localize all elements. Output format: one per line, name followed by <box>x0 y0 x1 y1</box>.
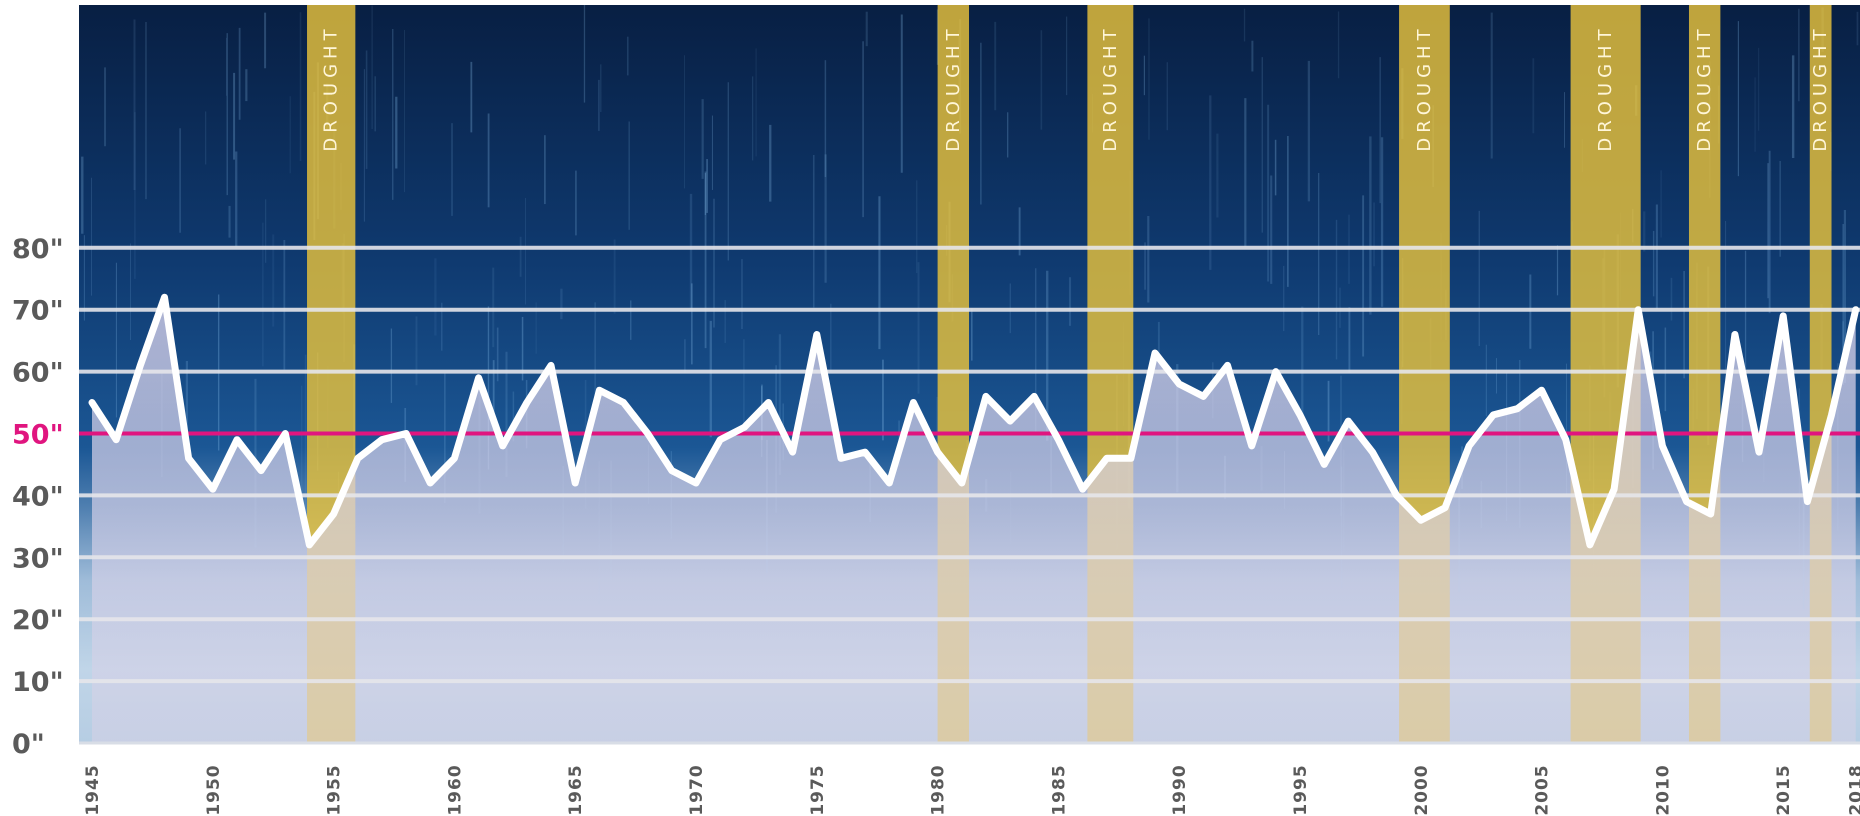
y-tick-label: 70" <box>12 296 64 327</box>
rainfall-line <box>88 293 1860 549</box>
x-tick-label: 1955 <box>325 764 345 815</box>
x-tick-label: 1975 <box>808 764 828 815</box>
y-tick-label: 50" <box>12 420 64 451</box>
x-axis-labels: 1945 1950 1955 1960 1965 1970 1975 1980 1985 1990… <box>83 764 1860 815</box>
drought-label: DROUGHT <box>321 24 342 151</box>
x-tick-label: 1980 <box>929 764 949 815</box>
x-tick-label: 2015 <box>1774 764 1794 815</box>
y-tick-label: 0" <box>12 729 45 760</box>
drought-label: DROUGHT <box>943 24 964 151</box>
y-tick-label: 80" <box>12 234 64 265</box>
y-tick-label: 30" <box>12 543 64 574</box>
drought-label: DROUGHT <box>1100 24 1121 151</box>
y-axis-labels: 0" 10" 20" 30" 40" 50" 60" 70" 80" <box>12 234 64 760</box>
x-tick-label: 2010 <box>1653 764 1673 815</box>
gridlines <box>79 245 1860 745</box>
y-tick-label: 40" <box>12 481 64 512</box>
x-tick-label: 1960 <box>445 764 465 815</box>
rainfall-area <box>92 297 1856 743</box>
y-tick-label: 60" <box>12 358 64 389</box>
x-tick-label: 1945 <box>83 764 103 815</box>
x-tick-label: 1965 <box>566 764 586 815</box>
x-tick-label: 1950 <box>204 764 224 815</box>
y-tick-label: 20" <box>12 605 64 636</box>
drought-label: DROUGHT <box>1694 24 1715 151</box>
drought-label: DROUGHT <box>1810 24 1831 151</box>
x-tick-label: 2000 <box>1412 764 1432 815</box>
x-tick-label: 1970 <box>687 764 707 815</box>
x-tick-label: 2005 <box>1533 764 1553 815</box>
x-tick-label: 1990 <box>1170 764 1190 815</box>
drought-label: DROUGHT <box>1595 24 1616 151</box>
drought-label: DROUGHT <box>1414 24 1435 151</box>
x-tick-label: 1995 <box>1291 764 1311 815</box>
x-tick-label: 2018 <box>1847 764 1860 815</box>
x-tick-label: 1985 <box>1049 764 1069 815</box>
y-tick-label: 10" <box>12 667 64 698</box>
